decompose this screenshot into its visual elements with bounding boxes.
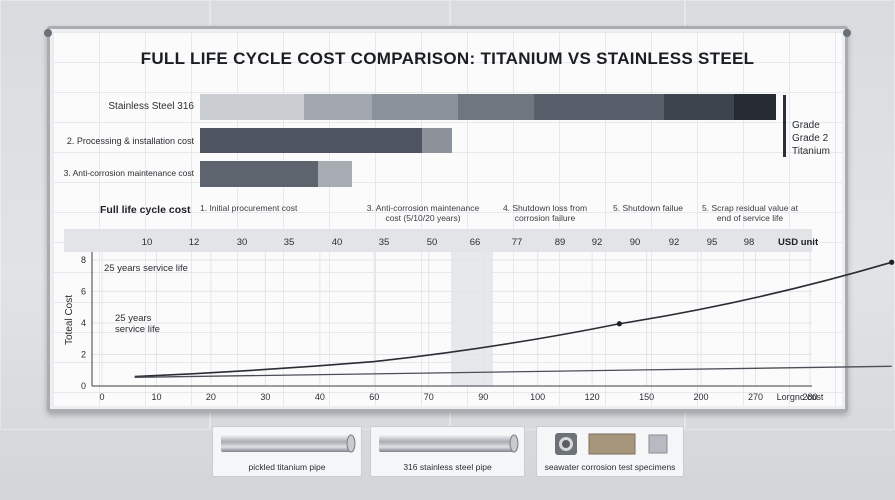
y-tick-label: 4 (81, 318, 86, 328)
y-tick-label: 0 (81, 381, 86, 391)
board-clip (843, 29, 851, 37)
bar-label-maintenance: 3. Anti-corrosion maintenance cost (63, 168, 194, 178)
data-point (616, 321, 622, 327)
band-value: 98 (743, 237, 755, 248)
cost-section-label: Full life cycle cost (100, 204, 191, 216)
x-tick-label: 200 (694, 392, 709, 402)
band-value: 50 (426, 237, 438, 248)
x-tick-labels: 0 10 20 30 40 60 70 90 100 120 150 200 270 280Loгgnc … (99, 392, 823, 402)
series-lines (134, 259, 895, 378)
band-value: 35 (378, 237, 390, 248)
cost-category: 5. Shutdown failue (613, 203, 683, 213)
bar-segment (534, 94, 664, 120)
bar-segment (200, 94, 304, 120)
band-value: 77 (511, 237, 523, 248)
y-tick-labels: 0 2 4 6 8 (81, 255, 86, 391)
band-value: 12 (188, 237, 200, 248)
y-tick-label: 8 (81, 255, 86, 265)
band-value: 92 (591, 237, 603, 248)
series-line (134, 261, 892, 378)
x-tick-label: 30 (260, 392, 270, 402)
y-tick-label: 6 (81, 286, 86, 296)
band-value: 35 (283, 237, 295, 248)
band-value: 92 (668, 237, 680, 248)
bar-segment (304, 94, 372, 120)
x-tick-label: 100 (530, 392, 545, 402)
cost-category: 1. Initial procurement cost (200, 203, 298, 213)
specimen-card-stainless: 316 stainless steel pipe (370, 426, 525, 477)
x-tick-label: 280 (802, 392, 817, 402)
legend-grade: Grade (792, 120, 820, 131)
annotation-service-life: 25 years service life (104, 263, 188, 274)
annotation-service-life-2b: service life (115, 324, 160, 335)
bar-segment (318, 161, 352, 187)
x-tick-label: 60 (369, 392, 379, 402)
legend-titanium: Titanium (792, 146, 830, 157)
bar-segment (422, 128, 452, 153)
bar-segment (200, 128, 422, 153)
chart-title: FULL LIFE CYCLE COST COMPARISON: TITANIU… (140, 49, 755, 68)
value-band (64, 229, 812, 252)
bar-segment (734, 94, 776, 120)
stainless-pipe-icon (379, 434, 519, 453)
band-unit: USD unit (778, 237, 819, 248)
test-specimens-icon (555, 433, 668, 455)
x-tick-label: 40 (315, 392, 325, 402)
bar-segment (664, 94, 734, 120)
bar-segment (372, 94, 458, 120)
x-tick-label: 70 (424, 392, 434, 402)
x-tick-label: 270 (748, 392, 763, 402)
bar-segment (200, 161, 318, 187)
board-clip (44, 29, 52, 37)
x-tick-label: 150 (639, 392, 654, 402)
titanium-pipe-icon (221, 434, 356, 453)
stainless-pipe-caption: 316 stainless steel pipe (403, 462, 492, 472)
specimen-card-test: seawater corrosion test specimens (536, 426, 684, 477)
x-tick-label: 10 (151, 392, 161, 402)
legend-swatch (783, 95, 786, 157)
x-tick-label: 0 (99, 392, 104, 402)
y-tick-label: 2 (81, 349, 86, 359)
x-tick-label: 90 (478, 392, 488, 402)
series-line (134, 365, 892, 378)
bar-segment (458, 94, 534, 120)
x-axis-label: Loгgnc cost (777, 392, 824, 402)
band-value: 89 (554, 237, 566, 248)
titanium-pipe-caption: pickled titanium pipe (248, 462, 326, 472)
annotation-service-life-2a: 25 years (115, 313, 152, 324)
band-value: 40 (331, 237, 343, 248)
band-value: 10 (141, 237, 153, 248)
cost-category: 5. Scrap residual value at end of servic… (702, 203, 798, 223)
x-tick-label: 20 (206, 392, 216, 402)
specimen-card-titanium: pickled titanium pipe (212, 426, 362, 477)
bar-label-stainless: Stainless Steel 316 (108, 101, 194, 112)
bar-label-processing: 2. Processing & installation cost (66, 136, 194, 146)
data-point (889, 259, 895, 265)
test-specimens-caption: seawater corrosion test specimens (544, 462, 676, 472)
band-value: 90 (629, 237, 641, 248)
y-axis-label: Toteal Cost (64, 295, 75, 345)
band-value: 95 (706, 237, 718, 248)
cost-category: 4. Shutdown loss from corrosion failure (502, 203, 588, 223)
cost-category: 3. Anti-corrosion maintenance cost (5/10… (366, 203, 480, 223)
x-tick-label: 120 (585, 392, 600, 402)
highlight-band (451, 252, 493, 386)
band-value: 30 (236, 237, 248, 248)
legend-grade-2: Grade 2 (792, 133, 829, 144)
band-value: 66 (469, 237, 481, 248)
